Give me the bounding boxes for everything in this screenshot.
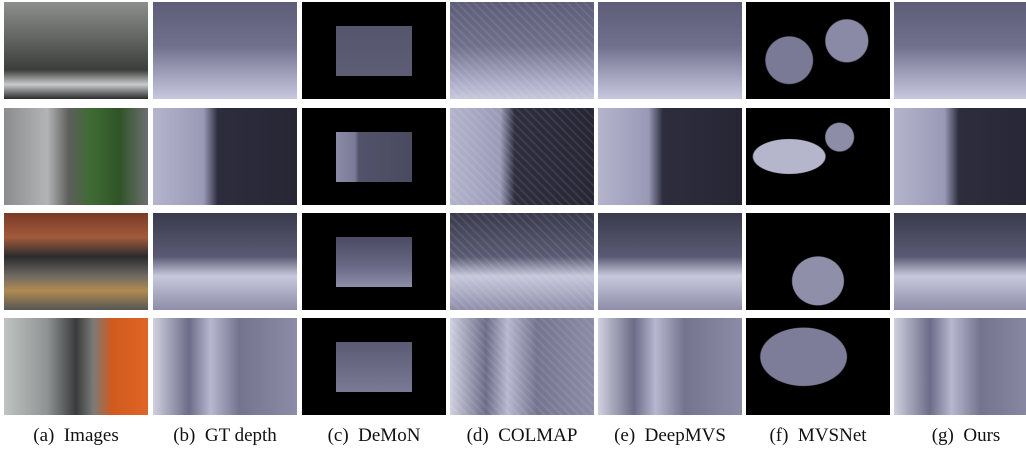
image-panel (302, 108, 446, 205)
noise (450, 213, 594, 310)
panel-caption: (a) Images (33, 425, 119, 446)
image-panel (746, 2, 890, 99)
image-panel (302, 2, 446, 99)
image-panel (4, 213, 148, 310)
demon-depth (336, 237, 412, 287)
panel-caption: (d) COLMAP (466, 425, 578, 446)
image-panel (746, 213, 890, 310)
image-panel (894, 213, 1026, 310)
image-panel (598, 213, 742, 310)
image-panel (450, 213, 594, 310)
image-panel (153, 108, 297, 205)
noise (450, 318, 594, 415)
image-panel (894, 2, 1026, 99)
image-panel (153, 213, 297, 310)
panel-caption: (b) GT depth (173, 425, 277, 446)
image-panel (746, 108, 890, 205)
panel-caption: (e) DeepMVS (614, 425, 726, 446)
panel-caption: (g) Ours (931, 425, 1001, 446)
demon-depth (336, 132, 412, 182)
image-panel (302, 318, 446, 415)
image-panel (746, 318, 890, 415)
panel-caption: (c) DeMoN (327, 425, 421, 446)
demon-depth (336, 342, 412, 392)
image-panel (450, 108, 594, 205)
image-panel (450, 2, 594, 99)
image-panel (894, 108, 1026, 205)
image-panel (598, 2, 742, 99)
image-panel (4, 2, 148, 99)
image-panel (302, 213, 446, 310)
image-panel (4, 318, 148, 415)
image-panel (894, 318, 1026, 415)
image-panel (598, 108, 742, 205)
image-panel (450, 318, 594, 415)
image-panel (153, 318, 297, 415)
image-panel (598, 318, 742, 415)
noise (450, 108, 594, 205)
demon-depth (336, 26, 412, 76)
noise (450, 2, 594, 99)
panel-caption: (f) MVSNet (769, 425, 867, 446)
image-panel (153, 2, 297, 99)
image-panel (4, 108, 148, 205)
